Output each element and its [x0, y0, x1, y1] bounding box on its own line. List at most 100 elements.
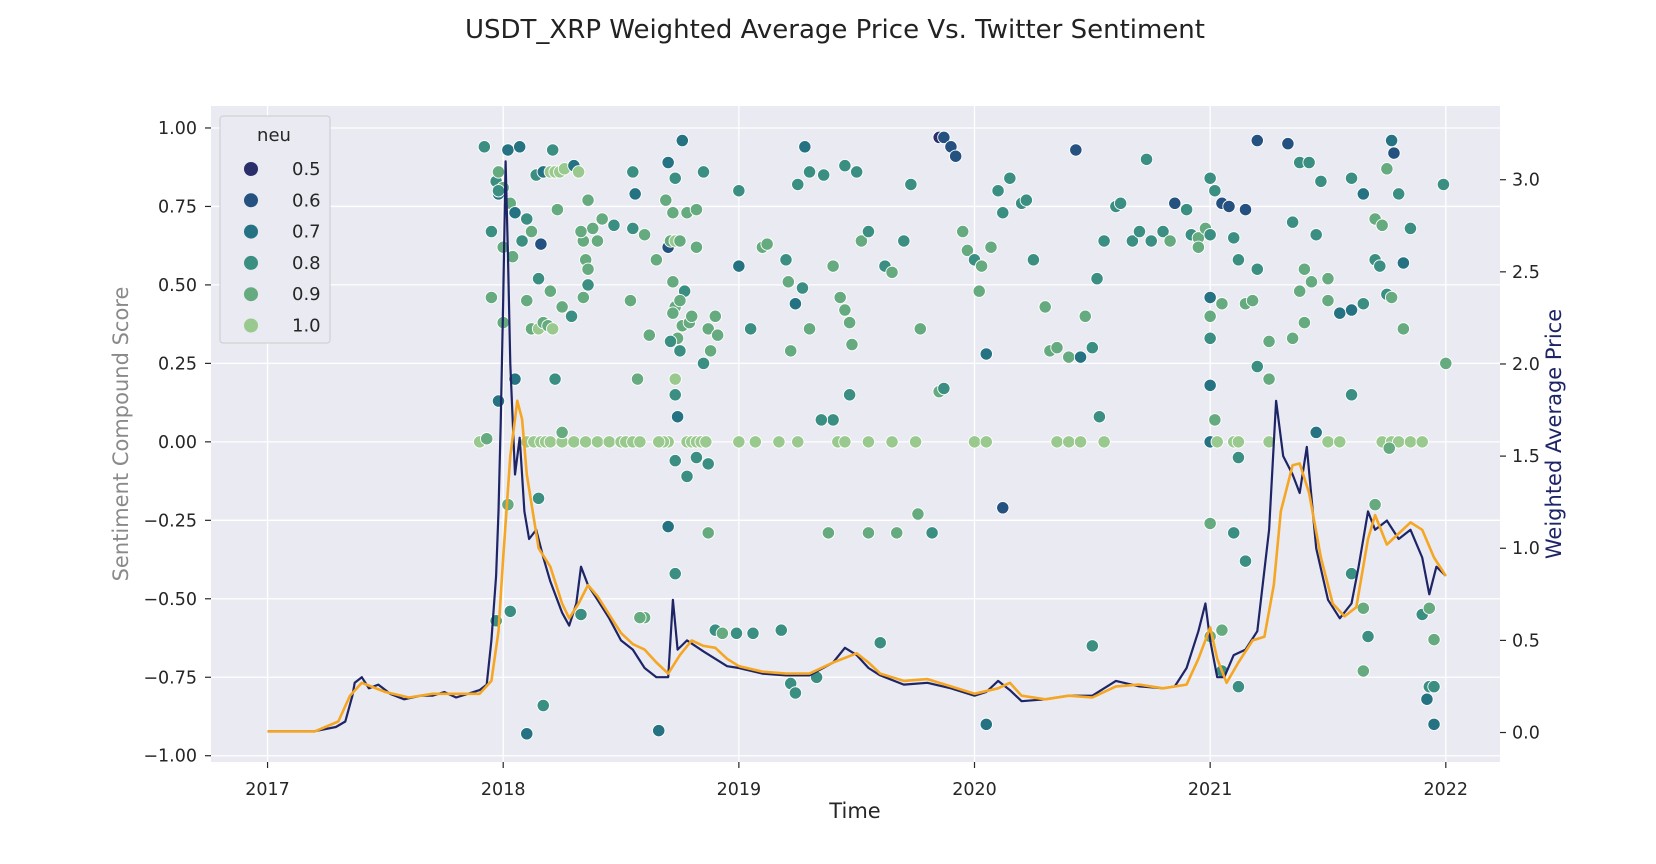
- sentiment-point: [911, 507, 925, 521]
- legend-marker: [244, 193, 258, 208]
- sentiment-point: [984, 240, 998, 254]
- left-y-axis: −1.00 −0.75 −0.50 −0.25 0.00 0.25 0.50 0.75 1.00: [143, 119, 211, 767]
- sentiment-point: [1085, 639, 1099, 653]
- sentiment-point: [1250, 262, 1264, 276]
- sentiment-point: [1333, 306, 1347, 320]
- legend-label: 0.9: [292, 284, 321, 305]
- sentiment-point: [581, 278, 595, 292]
- right-tick-label: 2.0: [1512, 355, 1540, 375]
- sentiment-point: [652, 723, 666, 738]
- sentiment-point: [885, 265, 899, 280]
- sentiment-point: [743, 322, 758, 336]
- sentiment-point: [729, 626, 744, 640]
- sentiment-point: [842, 315, 857, 330]
- sentiment-point: [663, 334, 678, 349]
- sentiment-point: [1262, 372, 1276, 386]
- sentiment-point: [1227, 231, 1241, 245]
- sentiment-point: [626, 165, 640, 179]
- sentiment-point: [779, 253, 793, 267]
- sentiment-point: [798, 140, 812, 154]
- x-tick-label: 2022: [1424, 780, 1469, 800]
- sentiment-point: [1392, 187, 1406, 201]
- sentiment-point: [1304, 275, 1319, 289]
- sentiment-point: [1368, 497, 1382, 512]
- right-y-axis-label: Weighted Average Price: [1542, 309, 1566, 559]
- sentiment-point: [1309, 425, 1323, 440]
- sentiment-point: [520, 727, 534, 741]
- sentiment-point: [1203, 516, 1217, 531]
- sentiment-point: [536, 698, 550, 713]
- sentiment-point: [802, 165, 817, 179]
- sentiment-point: [550, 202, 565, 217]
- legend-marker: [244, 255, 258, 270]
- sentiment-point: [1062, 350, 1076, 364]
- sentiment-point: [1069, 143, 1083, 157]
- sentiment-point: [1038, 300, 1052, 314]
- sentiment-point: [513, 140, 527, 154]
- sentiment-point: [668, 372, 682, 386]
- legend-marker: [244, 224, 258, 239]
- sentiment-point: [1019, 193, 1033, 207]
- sentiment-point: [826, 413, 840, 427]
- sentiment-point: [1026, 253, 1041, 267]
- sentiment-point: [1156, 224, 1170, 239]
- sentiment-point: [586, 221, 600, 236]
- sentiment-point: [652, 435, 666, 449]
- sentiment-point: [543, 284, 557, 298]
- left-tick-label: −1.00: [143, 747, 197, 767]
- sentiment-point: [696, 165, 711, 179]
- sentiment-point: [1238, 202, 1253, 217]
- sentiment-point: [661, 155, 675, 170]
- sentiment-point: [626, 221, 640, 236]
- sentiment-point: [996, 206, 1010, 220]
- legend-title: neu: [257, 125, 291, 146]
- sentiment-point: [508, 206, 522, 220]
- sentiment-point: [795, 281, 810, 295]
- sentiment-point: [689, 202, 704, 217]
- sentiment-point: [861, 435, 876, 449]
- sentiment-point: [590, 234, 605, 248]
- sentiment-point: [937, 130, 951, 145]
- sentiment-point: [630, 372, 645, 386]
- sentiment-point: [1210, 435, 1224, 449]
- sentiment-point: [1208, 413, 1222, 427]
- sentiment-point: [1427, 680, 1441, 694]
- sentiment-point: [991, 184, 1005, 198]
- right-tick-label: 2.5: [1512, 263, 1540, 283]
- sentiment-point: [675, 133, 689, 148]
- sentiment-point: [701, 457, 715, 471]
- sentiment-point: [524, 224, 539, 239]
- legend-label: 0.6: [292, 190, 321, 211]
- sentiment-point: [1245, 293, 1260, 308]
- sentiment-point: [666, 306, 680, 320]
- right-tick-label: 1.5: [1512, 447, 1540, 467]
- sentiment-point: [1436, 177, 1451, 192]
- sentiment-point: [873, 636, 887, 650]
- sentiment-point: [1222, 199, 1236, 214]
- sentiment-point: [821, 526, 836, 540]
- sentiment-point: [515, 234, 529, 248]
- sentiment-point: [791, 177, 805, 192]
- sentiment-point: [668, 454, 682, 468]
- sentiment-point: [1422, 601, 1436, 615]
- sentiment-point: [1203, 378, 1217, 392]
- left-tick-label: −0.25: [143, 511, 197, 531]
- sentiment-point: [491, 394, 506, 408]
- sentiment-point: [623, 293, 638, 308]
- sentiment-point: [1078, 309, 1092, 323]
- sentiment-point: [979, 435, 993, 449]
- sentiment-point: [1403, 435, 1418, 449]
- sentiment-point: [1262, 334, 1276, 349]
- sentiment-point: [703, 344, 718, 358]
- sentiment-point: [607, 218, 621, 232]
- sentiment-point: [1333, 435, 1347, 449]
- sentiment-point: [1073, 350, 1088, 364]
- sentiment-point: [1344, 171, 1359, 185]
- sentiment-point: [1384, 290, 1399, 305]
- sentiment-point: [548, 372, 562, 386]
- sentiment-point: [1281, 137, 1295, 151]
- sentiment-point: [1163, 234, 1177, 248]
- sentiment-point: [913, 322, 927, 336]
- legend-items: 0.5 0.6 0.7 0.8 0.9 1.0: [244, 159, 321, 337]
